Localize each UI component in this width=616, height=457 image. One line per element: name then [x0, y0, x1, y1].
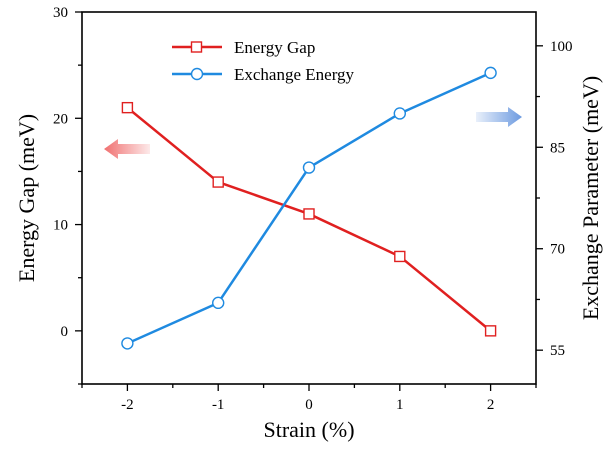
data-point-energy-gap [303, 208, 315, 220]
y2-tick-label: 85 [550, 140, 565, 156]
data-point-energy-gap [394, 250, 406, 263]
x-axis-ticks: -2 -1 0 1 2 [81, 384, 537, 413]
data-point-exchange-energy [484, 66, 497, 80]
y-tick-label: 0 [61, 324, 69, 340]
legend-label-exchange-energy: Exchange Energy [234, 65, 355, 84]
data-point-exchange-energy [211, 296, 225, 310]
x-tick-label: 0 [305, 397, 313, 413]
series-line-exchange-energy [126, 71, 492, 345]
legend-item-exchange-energy: Exchange Energy [172, 65, 355, 84]
legend-item-energy-gap: Energy Gap [172, 38, 315, 57]
legend-label-energy-gap: Energy Gap [234, 38, 315, 57]
data-point-exchange-energy [121, 337, 134, 350]
y-tick-label: 10 [53, 218, 68, 234]
x-axis-title: Strain (%) [263, 417, 354, 442]
y2-tick-label: 55 [550, 343, 565, 359]
x-tick-label: -2 [121, 397, 134, 413]
series-layer [121, 66, 497, 350]
y-tick-label: 20 [53, 111, 68, 127]
data-point-energy-gap [121, 101, 134, 114]
data-point-energy-gap [212, 176, 224, 188]
data-point-energy-gap [484, 325, 497, 337]
left-axis-arrow [104, 139, 150, 159]
y-axis-title: Energy Gap (meV) [14, 114, 39, 282]
right-axis-arrow [476, 107, 522, 127]
y2-axis-title: Exchange Parameter (meV) [578, 76, 603, 320]
x-tick-label: 2 [487, 397, 495, 413]
data-point-exchange-energy [302, 161, 316, 174]
y2-tick-label: 70 [550, 242, 565, 258]
x-tick-label: -1 [212, 397, 225, 413]
legend: Energy Gap Exchange Energy [172, 38, 355, 84]
y2-tick-label: 100 [550, 39, 573, 55]
x-tick-label: 1 [396, 397, 404, 413]
y-axis-ticks: 0 10 20 30 [53, 5, 82, 385]
data-point-exchange-energy [393, 107, 406, 120]
y2-axis-ticks: 55 70 85 100 [536, 39, 573, 359]
y-tick-label: 30 [53, 5, 68, 21]
